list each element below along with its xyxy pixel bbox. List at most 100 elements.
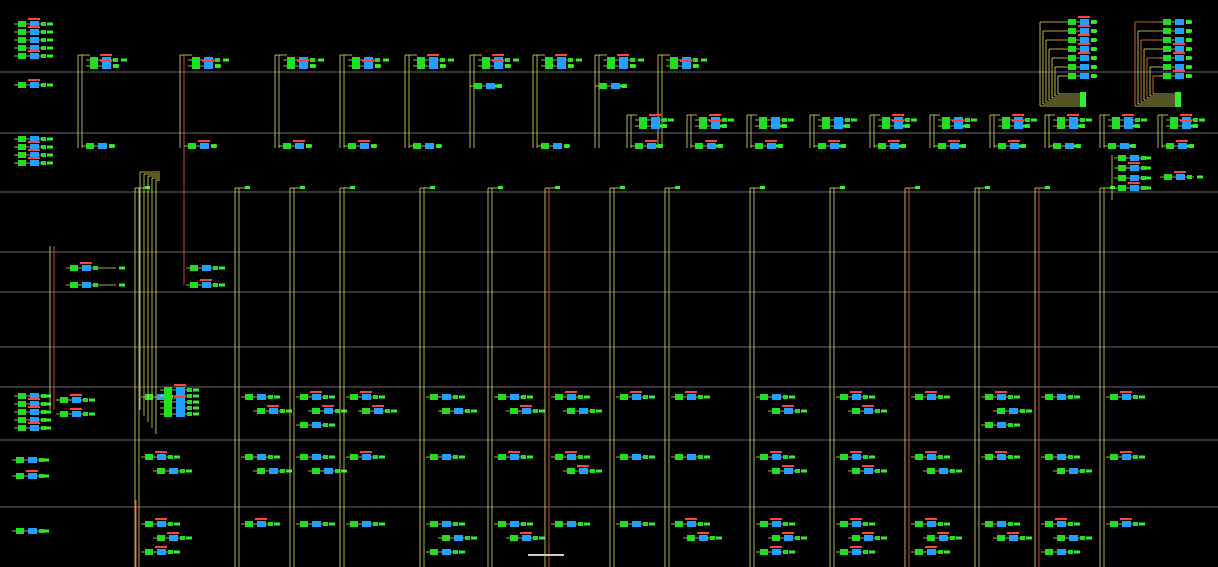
tag [568,64,574,68]
contact [607,63,615,69]
contact [145,394,153,400]
tag [1080,94,1086,97]
coil [465,409,470,413]
coil [1141,186,1146,190]
tag [350,186,355,189]
function-block [312,394,321,400]
tag [1074,395,1080,399]
contact [18,393,26,399]
contact [157,468,165,474]
coil [1133,455,1138,459]
function-block [442,454,451,460]
flag [310,391,322,393]
contact [498,454,506,460]
contact [157,535,165,541]
tag [459,455,465,459]
contact [1045,394,1053,400]
contact [18,417,26,423]
function-block [1175,55,1184,61]
tag [47,137,53,141]
tag [43,474,49,478]
function-block [784,408,793,414]
function-block [30,401,39,407]
tag [881,409,887,413]
coil [280,469,285,473]
contact [70,282,78,288]
function-block [1009,535,1018,541]
flag [770,451,782,453]
tag [1091,29,1097,33]
function-block [82,282,91,288]
function-block [1182,123,1191,129]
coil [41,402,46,406]
tag [1175,102,1181,105]
function-block [1122,394,1131,400]
function-block [1014,123,1023,129]
coil [783,455,788,459]
coil [533,536,538,540]
contact [985,394,993,400]
flag [1078,25,1090,27]
coil [310,58,315,62]
tag [375,64,381,68]
function-block [176,387,185,393]
function-block [102,63,111,69]
function-block [997,454,1006,460]
tag [596,409,602,413]
tag [119,266,125,270]
coil [213,266,218,270]
flag [358,140,370,142]
contact [70,265,78,271]
contact [1110,521,1118,527]
coil [323,455,328,459]
tag [788,118,794,122]
tag [43,458,49,462]
coil [1008,423,1013,427]
tag [1014,455,1020,459]
contact [1166,143,1174,149]
tag [1133,124,1139,128]
contact [915,549,923,555]
function-block [567,454,576,460]
contact [18,136,26,142]
contact [90,63,98,69]
contact [498,521,506,527]
function-block [939,535,948,541]
flag [508,451,520,453]
contact [555,454,563,460]
flag [267,405,279,407]
tag [1187,144,1193,148]
flag [28,398,40,400]
tag [1186,56,1192,60]
flag [1007,532,1019,534]
tag [956,469,962,473]
tag [915,186,920,189]
flag [1122,114,1134,116]
contact [18,37,26,43]
tag [45,426,51,430]
flag [888,140,900,142]
flag [28,141,40,143]
coil [453,522,458,526]
contact [822,117,830,123]
coil [863,522,868,526]
tag [1080,96,1086,99]
tag [716,536,722,540]
function-block [374,408,383,414]
tag [89,398,95,402]
coil [93,266,98,270]
contact [675,454,683,460]
coil [465,536,470,540]
contact [927,468,935,474]
flag [995,391,1007,393]
function-block [82,265,91,271]
tag [109,144,115,148]
flag [70,394,82,396]
contact [1068,19,1076,25]
contact [245,394,253,400]
function-block [997,422,1006,428]
tag [1175,100,1181,103]
coil [268,455,273,459]
flag [925,391,937,393]
contact [760,454,768,460]
